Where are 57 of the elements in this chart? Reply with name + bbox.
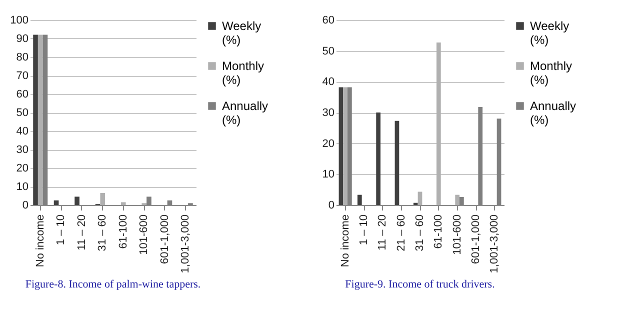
y-tick-label: 20 xyxy=(16,162,28,174)
text: Figure-8. Income of palm-wine tappers. xyxy=(25,278,201,291)
y-tick-label: 40 xyxy=(16,126,28,138)
y-tick-label: 30 xyxy=(322,107,334,119)
x-tick-label: 61-100 xyxy=(432,214,445,249)
bar xyxy=(455,194,460,205)
x-tick-label: 101-600 xyxy=(451,214,464,255)
x-tick-label: No income xyxy=(339,214,352,268)
x-tick-label: 21 – 60 xyxy=(395,214,408,252)
bar xyxy=(418,192,422,205)
x-tick-label: 601-1,000 xyxy=(470,214,482,264)
y-tick-label: 70 xyxy=(16,70,28,82)
bar xyxy=(54,200,59,205)
y-tick-label: 60 xyxy=(322,14,334,26)
bar xyxy=(436,42,441,205)
bar xyxy=(38,34,43,205)
x-tick-label: 61-100 xyxy=(117,214,130,249)
y-tick-label: 10 xyxy=(16,181,28,193)
y-tick-label: 50 xyxy=(16,107,28,119)
bar xyxy=(357,194,362,205)
y-tick-label: 90 xyxy=(16,33,28,45)
legend-label: Monthly (%) xyxy=(530,59,572,87)
y-tick-label: 80 xyxy=(16,52,28,64)
x-tick-label: 1,001-3,000 xyxy=(180,214,192,274)
x-tick-label: 1 – 10 xyxy=(55,214,68,246)
bar xyxy=(376,112,380,205)
x-tick-label: 31 – 60 xyxy=(414,214,426,252)
bar xyxy=(338,87,344,205)
y-tick-label: 100 xyxy=(10,14,28,26)
x-tick-label: 1 – 10 xyxy=(358,214,370,246)
x-tick-label: 601-1,000 xyxy=(158,214,171,264)
x-tick-label: 11 – 20 xyxy=(76,214,88,250)
legend-label: Annually (%) xyxy=(530,99,576,127)
bar xyxy=(120,202,126,205)
x-tick-label: 101-600 xyxy=(138,214,150,255)
legend-label: Weekly (%) xyxy=(222,19,262,47)
y-tick-label: 0 xyxy=(328,200,334,212)
y-tick-label: 60 xyxy=(16,88,28,100)
x-tick-label: No income xyxy=(34,214,46,268)
bar xyxy=(100,192,106,205)
y-tick-label: 10 xyxy=(322,168,334,181)
bar xyxy=(33,34,38,205)
legend-label: Weekly (%) xyxy=(530,19,570,47)
x-tick-label: 11 – 20 xyxy=(376,214,389,250)
legend-label: Monthly (%) xyxy=(222,59,264,87)
y-tick-label: 50 xyxy=(322,45,334,58)
legend-label: Annually (%) xyxy=(222,99,268,127)
y-tick-label: 0 xyxy=(22,200,28,212)
y-tick-label: 20 xyxy=(322,138,334,150)
y-tick-label: 40 xyxy=(322,76,334,88)
bar xyxy=(74,196,80,205)
x-tick-label: 31 – 60 xyxy=(96,214,109,252)
bar xyxy=(394,120,400,205)
y-tick-label: 30 xyxy=(16,144,28,156)
bar xyxy=(343,87,348,205)
x-tick-label: 1,001-3,000 xyxy=(488,214,501,274)
text: Figure-9. Income of truck drivers. xyxy=(345,278,496,291)
